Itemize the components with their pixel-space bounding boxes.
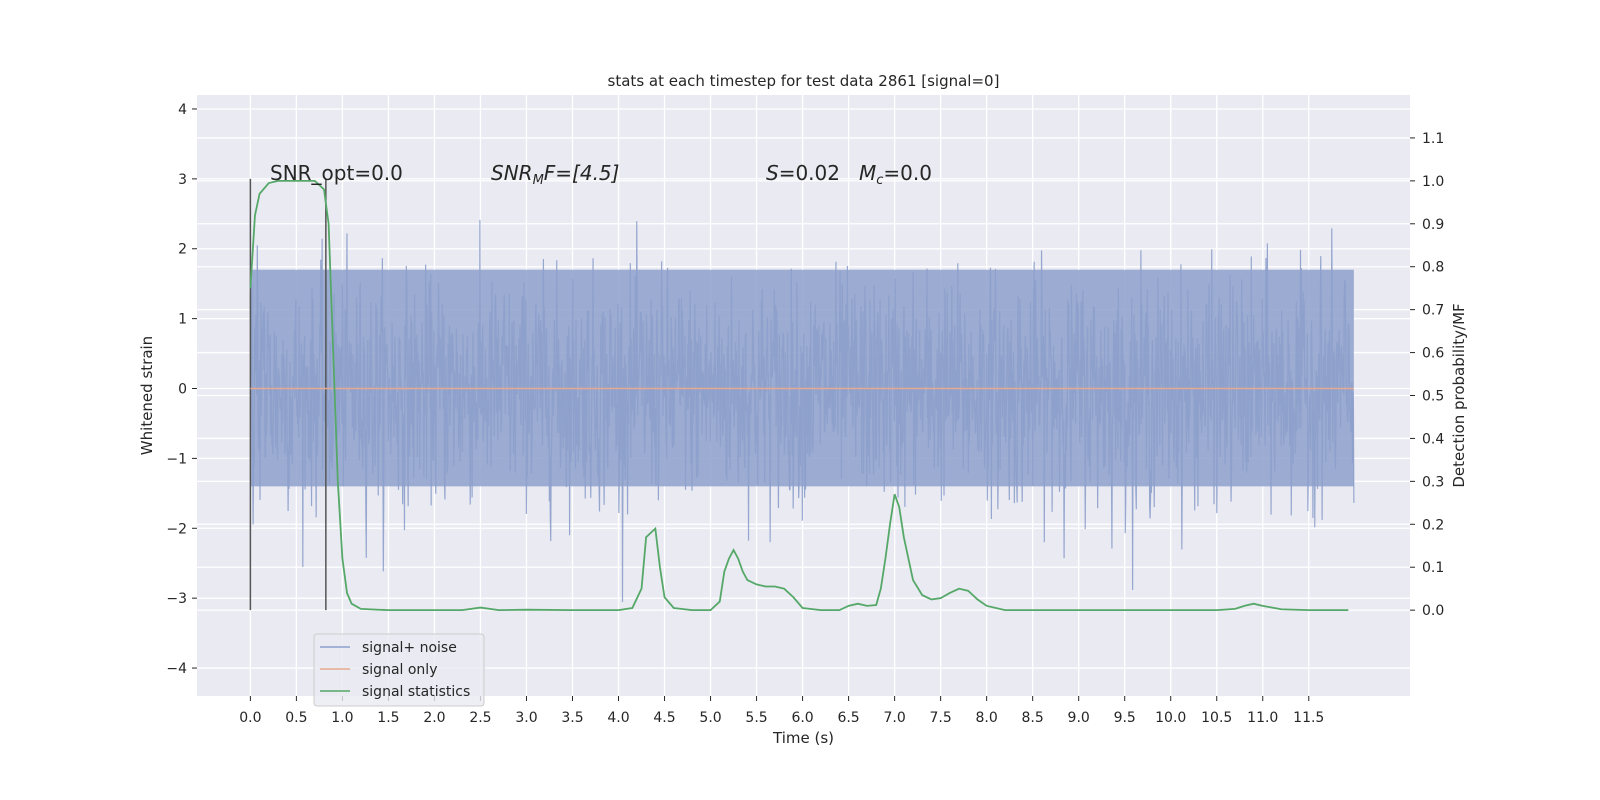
annotation-s: S=0.02 (766, 161, 840, 185)
y2-tick-label: 1.0 (1422, 174, 1444, 190)
y2-tick-label: 0.1 (1422, 560, 1444, 576)
x-tick-label: 10.5 (1201, 710, 1232, 726)
x-tick-label: 0.5 (285, 710, 307, 726)
x-tick-label: 2.5 (469, 710, 491, 726)
signal-noise-line (249, 219, 1355, 602)
x-tick-label: 11.5 (1293, 710, 1324, 726)
annotation-snr-mf-rest: F=[4.5] (544, 161, 620, 185)
y2-tick-label: 0.7 (1422, 303, 1444, 319)
y-tick-label: 1 (178, 312, 187, 328)
series-signal-noise (249, 219, 1355, 602)
x-tick-label: 3.0 (515, 710, 537, 726)
y2-tick-label: 1.1 (1422, 131, 1444, 147)
annotation-s-rest: =0.02 (779, 161, 840, 185)
y2-tick-label: 0.2 (1422, 517, 1444, 533)
x-tick-label: 3.5 (561, 710, 583, 726)
x-tick-label: 0.0 (239, 710, 261, 726)
annotation-s-main: S (766, 161, 779, 185)
y-tick-label: 2 (178, 242, 187, 258)
y-tick-label: 0 (178, 382, 187, 398)
x-axis-label: Time (s) (772, 729, 834, 747)
legend: signal+ noise signal only signal statist… (313, 633, 485, 707)
series-lines (249, 178, 1354, 612)
legend-label-signal-statistics: signal statistics (362, 684, 470, 700)
x-tick-label: 1.5 (377, 710, 399, 726)
y-tick-label: 3 (178, 172, 187, 188)
x-tick-label: 4.5 (653, 710, 675, 726)
legend-label-signal-noise: signal+ noise (362, 640, 457, 656)
x-tick-label: 8.5 (1022, 710, 1044, 726)
x-tick-label: 8.0 (976, 710, 998, 726)
x-tick-label: 9.5 (1114, 710, 1136, 726)
x-tick-label: 11.0 (1247, 710, 1278, 726)
y-tick-label: −2 (166, 521, 187, 537)
legend-label-signal-only: signal only (362, 662, 437, 678)
chart-title: stats at each timestep for test data 286… (608, 72, 1000, 90)
y-tick-label: 4 (178, 102, 187, 118)
x-tick-label: 7.5 (929, 710, 951, 726)
y-tick-label: −4 (166, 661, 187, 677)
y2-tick-label: 0.4 (1422, 431, 1444, 447)
x-tick-label: 4.0 (607, 710, 629, 726)
x-tick-label: 5.5 (745, 710, 767, 726)
y2-tick-label: 0.3 (1422, 474, 1444, 490)
y2-tick-label: 0.0 (1422, 603, 1444, 619)
annotation-mc-sub: c (876, 173, 883, 188)
y2-tick-label: 0.6 (1422, 346, 1444, 362)
annotation-snr-mf-sub: M (533, 173, 544, 188)
x-tick-label: 7.0 (883, 710, 905, 726)
annotation-snr-mf-main: SNR (491, 161, 533, 185)
x-tick-label: 10.0 (1155, 710, 1186, 726)
ticks: 0.0 0.5 1.0 1.5 2.0 2.5 3.0 3.5 4.0 4.5 5.0 5.5 6.0 6… (166, 102, 1444, 726)
annotation-mc: Mc=0.0 (859, 161, 932, 188)
x-tick-label: 2.0 (423, 710, 445, 726)
x-tick-label: 6.0 (791, 710, 813, 726)
y2-tick-label: 0.9 (1422, 217, 1444, 233)
x-tick-label: 1.0 (331, 710, 353, 726)
annotation-snr-mf: SNRMF=[4.5] (491, 161, 619, 188)
annotation-snr-opt: SNR_opt=0.0 (270, 161, 403, 185)
x-tick-label: 6.5 (837, 710, 859, 726)
y-axis-label: Whitened strain (138, 336, 156, 455)
annotation-mc-main: M (859, 161, 876, 185)
annotation-mc-rest: =0.0 (883, 161, 932, 185)
x-tick-label: 9.0 (1068, 710, 1090, 726)
legend-box (313, 633, 485, 707)
signal-statistics-line (249, 179, 1349, 612)
y-tick-label: −1 (166, 451, 187, 467)
x-tick-label: 5.0 (699, 710, 721, 726)
y2-axis-label: Detection probability/MF (1450, 303, 1468, 487)
y-tick-label: −3 (166, 591, 187, 607)
y2-tick-label: 0.8 (1422, 260, 1444, 276)
annotations: SNR_opt=0.0 SNRMF=[4.5] S=0.02 Mc=0.0 (270, 161, 932, 188)
y2-tick-label: 0.5 (1422, 389, 1444, 405)
